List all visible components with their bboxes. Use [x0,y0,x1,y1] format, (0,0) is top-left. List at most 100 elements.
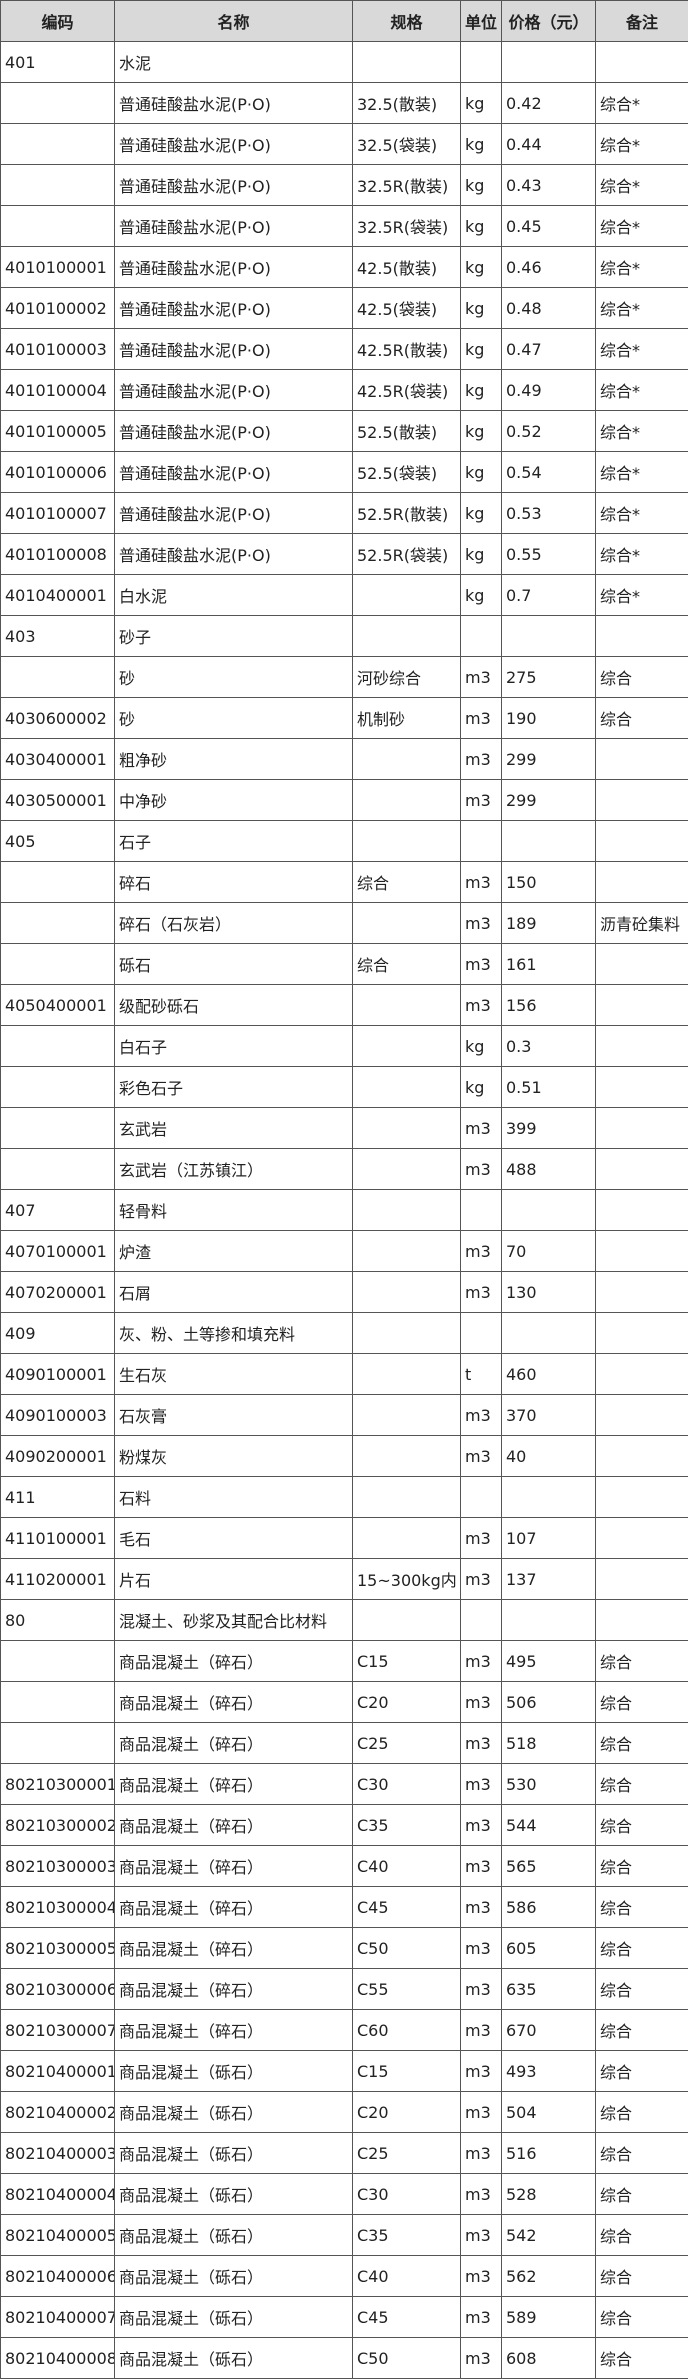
table-cell [595,1189,688,1231]
table-cell: 商品混凝土（砾石） [114,2173,353,2215]
header-cell: 规格 [352,0,461,42]
table-cell: m3 [460,1394,502,1436]
table-cell: 32.5(散装) [352,82,461,124]
table-row: 碎石 综合 m3 150 [0,861,688,903]
table-cell: 401 [0,41,115,83]
table-cell: m3 [460,861,502,903]
table-cell: 综合 [595,2091,688,2133]
table-cell: kg [460,369,502,411]
table-cell: 综合* [595,369,688,411]
table-cell: 综合* [595,123,688,165]
table-cell: 80210400002 [0,2091,115,2133]
table-cell: 玄武岩（江苏镇江） [114,1148,353,1190]
table-cell: m3 [460,2337,502,2379]
table-cell: 32.5(袋装) [352,123,461,165]
table-cell: 80210300002 [0,1804,115,1846]
table-row: 普通硅酸盐水泥(P·O) 32.5(散装) kg 0.42 综合* [0,82,688,124]
table-row: 411 石料 [0,1476,688,1518]
table-cell: 635 [501,1968,596,2010]
table-cell: m3 [460,2296,502,2338]
table-cell: 190 [501,697,596,739]
table-cell: m3 [460,984,502,1026]
table-row: 80210300001 商品混凝土（碎石） C30 m3 530 综合 [0,1763,688,1805]
table-cell: 32.5R(散装) [352,164,461,206]
table-row: 409 灰、粉、土等掺和填充料 [0,1312,688,1354]
table-cell [595,738,688,780]
table-cell: m3 [460,2009,502,2051]
table-row: 80210400004 商品混凝土（砾石） C30 m3 528 综合 [0,2173,688,2215]
table-cell: m3 [460,1558,502,1600]
table-cell: C35 [352,2214,461,2256]
table-cell [0,1025,115,1067]
table-row: 4030500001 中净砂 m3 299 [0,779,688,821]
table-cell [352,738,461,780]
table-cell: 白水泥 [114,574,353,616]
table-cell: 商品混凝土（砾石） [114,2337,353,2379]
table-cell: 460 [501,1353,596,1395]
table-cell: 商品混凝土（砾石） [114,2132,353,2174]
table-cell: m3 [460,1271,502,1313]
table-cell [595,1394,688,1436]
table-cell: 普通硅酸盐水泥(P·O) [114,533,353,575]
table-cell: 石灰膏 [114,1394,353,1436]
table-cell: 608 [501,2337,596,2379]
table-cell: 0.44 [501,123,596,165]
table-cell: 综合 [595,2173,688,2215]
table-cell: 商品混凝土（碎石） [114,1681,353,1723]
table-cell: 4010100001 [0,246,115,288]
table-row: 4010100002 普通硅酸盐水泥(P·O) 42.5(袋装) kg 0.48 综合* [0,287,688,329]
table-cell: 52.5R(袋装) [352,533,461,575]
table-cell [460,820,502,862]
table-cell [595,41,688,83]
table-cell: 52.5R(散装) [352,492,461,534]
table-cell: 片石 [114,1558,353,1600]
table-cell [501,1189,596,1231]
table-cell: m3 [460,1517,502,1559]
table-cell: 生石灰 [114,1353,353,1395]
table-cell: 0.52 [501,410,596,452]
table-cell [460,1189,502,1231]
table-row: 80210400006 商品混凝土（砾石） C40 m3 562 综合 [0,2255,688,2297]
table-cell: 42.5(散装) [352,246,461,288]
table-cell: 52.5(袋装) [352,451,461,493]
table-cell: C45 [352,1886,461,1928]
table-cell: 0.54 [501,451,596,493]
table-cell: 40 [501,1435,596,1477]
table-cell: 80210400006 [0,2255,115,2297]
table-cell: C50 [352,2337,461,2379]
table-cell: 506 [501,1681,596,1723]
table-cell: 0.51 [501,1066,596,1108]
table-cell: 河砂综合 [352,656,461,698]
table-cell [352,1066,461,1108]
table-cell: 409 [0,1312,115,1354]
table-cell [0,656,115,698]
table-row: 玄武岩（江苏镇江） m3 488 [0,1148,688,1190]
table-cell: 4030600002 [0,697,115,739]
table-cell: 综合* [595,82,688,124]
table-cell: 综合* [595,246,688,288]
table-cell: 普通硅酸盐水泥(P·O) [114,410,353,452]
table-row: 405 石子 [0,820,688,862]
table-cell: 综合* [595,328,688,370]
table-cell [0,943,115,985]
table-cell: 综合 [352,943,461,985]
table-row: 4010100005 普通硅酸盐水泥(P·O) 52.5(散装) kg 0.52 综合* [0,410,688,452]
table-cell [595,820,688,862]
table-cell: 灰、粉、土等掺和填充料 [114,1312,353,1354]
table-cell: 530 [501,1763,596,1805]
table-cell [501,1312,596,1354]
table-row: 80210300007 商品混凝土（碎石） C60 m3 670 综合 [0,2009,688,2051]
table-row: 玄武岩 m3 399 [0,1107,688,1149]
table-cell [0,1066,115,1108]
table-cell [0,82,115,124]
table-cell: 商品混凝土（碎石） [114,1845,353,1887]
table-cell: 普通硅酸盐水泥(P·O) [114,328,353,370]
table-cell: 商品混凝土（砾石） [114,2091,353,2133]
table-cell: 商品混凝土（砾石） [114,2050,353,2092]
table-cell: 4010100006 [0,451,115,493]
table-row: 401 水泥 [0,41,688,83]
table-cell: 混凝土、砂浆及其配合比材料 [114,1599,353,1641]
table-row: 80210400008 商品混凝土（砾石） C50 m3 608 综合 [0,2337,688,2379]
table-cell [460,1476,502,1518]
